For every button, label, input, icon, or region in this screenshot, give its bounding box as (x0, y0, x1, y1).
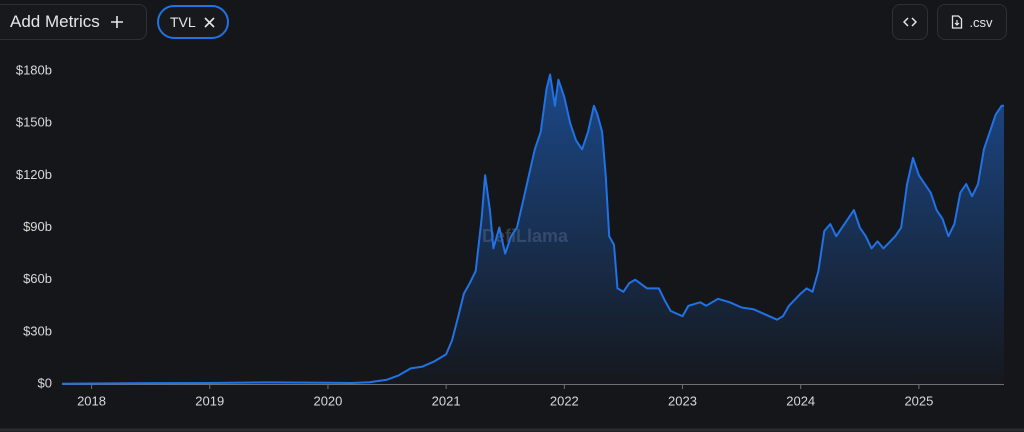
csv-button[interactable]: .csv (937, 4, 1007, 40)
x-tick-label: 2022 (550, 393, 579, 408)
y-tick-label: $30b (23, 323, 52, 338)
y-tick-label: $60b (23, 271, 52, 286)
add-metrics-button[interactable]: Add Metrics (0, 4, 147, 40)
close-icon[interactable] (204, 16, 215, 28)
plus-icon (110, 16, 123, 28)
y-tick-label: $0 (38, 375, 52, 390)
x-tick-label: 2018 (77, 393, 106, 408)
line (61, 73, 1004, 385)
file-icon (952, 15, 963, 29)
x-tick-label: 2025 (904, 393, 933, 408)
y-tick-label: $180b (16, 62, 52, 77)
y-tick-label: $90b (23, 219, 52, 234)
area (62, 74, 1004, 384)
x-tick-label: 2021 (432, 393, 461, 408)
x-tick-label: 2019 (195, 393, 224, 408)
csv-label: .csv (969, 14, 993, 30)
x-tick-label: 2023 (668, 393, 697, 408)
metric-chip[interactable]: TVL (157, 5, 229, 39)
y-tick-label: $120b (16, 167, 52, 182)
y-tick-label: $150b (16, 115, 52, 130)
metric-chip-label: TVL (170, 14, 196, 30)
x-tick-label: 2020 (313, 393, 342, 408)
x-tick-label: 2024 (786, 393, 815, 408)
add-metrics-label: Add Metrics (10, 12, 100, 31)
embed-button[interactable] (892, 4, 928, 40)
code-icon (903, 17, 917, 27)
